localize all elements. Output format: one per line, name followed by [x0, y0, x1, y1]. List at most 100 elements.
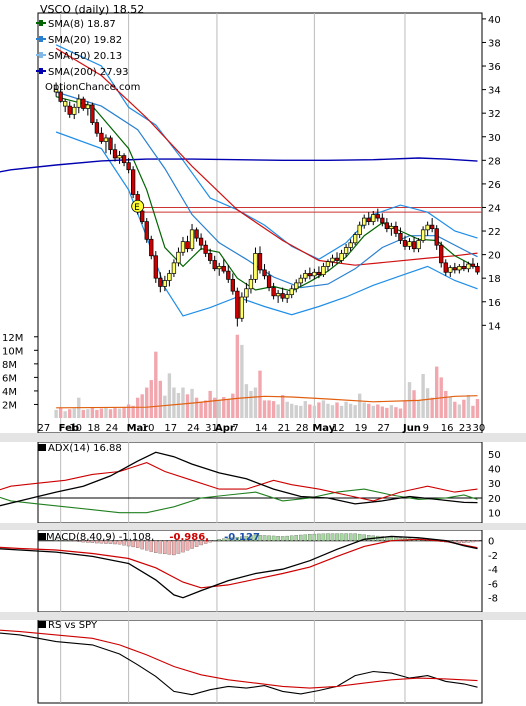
series-layer — [0, 44, 482, 696]
macd-histogram-bar — [144, 540, 149, 551]
macd-histogram-bar — [453, 540, 457, 543]
volume-bar — [108, 409, 113, 418]
candle-body — [375, 214, 380, 219]
volume-bar — [99, 408, 104, 418]
macd-histogram-bar — [167, 540, 172, 555]
volume-bar — [403, 401, 407, 418]
macd-tick-label: -4 — [488, 565, 498, 576]
adx-tick-label: 50 — [488, 450, 501, 461]
candle-body — [294, 282, 299, 290]
macd-histogram-bar — [308, 534, 312, 541]
candle-body — [58, 91, 63, 102]
macd-histogram-bar — [95, 540, 99, 544]
candle-body — [430, 224, 435, 230]
legend-label: SMA(200) 27.93 — [48, 67, 129, 78]
volume-bar — [158, 380, 163, 418]
macd-histogram-bar — [299, 534, 303, 541]
volume-bar — [104, 407, 108, 418]
candle-body — [121, 155, 127, 164]
candle-body — [99, 132, 104, 142]
volume-tick-label: 12M — [2, 333, 23, 344]
macd-histogram-bar — [276, 536, 280, 541]
rs-line — [0, 632, 478, 696]
macd-histogram-bar — [199, 540, 203, 546]
volume-bar — [126, 404, 131, 418]
rs-title: RS vs SPY — [48, 620, 98, 631]
macd-histogram-bar — [262, 535, 267, 541]
candle-body — [321, 266, 326, 275]
macd-histogram-bar — [108, 540, 113, 544]
macd-histogram-bar — [208, 540, 212, 543]
macd-value-label: MACD(8,40,9) -1.108, — [46, 532, 154, 543]
volume-bar — [385, 407, 389, 418]
x-tick-label: 18 — [87, 423, 100, 434]
price-tick-label: 22 — [488, 227, 501, 238]
candle-body — [439, 244, 444, 264]
candle-body — [366, 217, 371, 222]
candle-body — [212, 260, 217, 270]
candle-body — [130, 169, 136, 195]
price-tick-label: 30 — [488, 133, 501, 144]
volume-bar — [398, 408, 403, 418]
panel-divider — [0, 523, 526, 530]
macd-histogram-bar — [99, 540, 104, 544]
x-tick-label: May — [312, 423, 335, 434]
volume-bar — [58, 407, 63, 418]
macd-histogram-bar — [203, 540, 208, 544]
volume-bar — [290, 403, 294, 418]
x-tick-label: 10 — [142, 423, 155, 434]
candle-body — [217, 266, 222, 270]
legend-swatch — [39, 36, 43, 42]
volume-bar — [271, 401, 276, 418]
panel-divider — [0, 612, 526, 620]
adx-line — [0, 451, 478, 507]
volume-bar — [226, 399, 230, 418]
macd-histogram-bar — [231, 537, 235, 541]
macd-histogram-bar — [317, 533, 321, 541]
volume-bar — [294, 405, 298, 418]
legend-label: SMA(20) 19.82 — [48, 35, 122, 46]
x-tick-label: Feb — [59, 423, 79, 434]
candle-body — [398, 233, 403, 241]
legend-swatch — [39, 20, 43, 26]
candle-body — [72, 106, 77, 115]
volume-bar — [444, 390, 448, 418]
candle-body — [389, 225, 394, 230]
volume-bar — [90, 407, 95, 418]
candle-body — [416, 240, 421, 250]
volume-bar — [362, 402, 366, 418]
candle-body — [285, 294, 290, 299]
candle-body — [411, 241, 417, 250]
x-tick-label: Mar — [127, 423, 149, 434]
volume-bar — [185, 394, 190, 418]
volume-bar — [457, 404, 462, 418]
volume-bar — [231, 393, 235, 418]
price-tick-label: 34 — [488, 86, 501, 97]
rs-average-line — [0, 629, 478, 689]
candle-body — [466, 263, 471, 270]
price-tick-label: 26 — [488, 180, 501, 191]
volume-bar — [330, 405, 335, 418]
candle-body — [257, 253, 263, 271]
candle-body — [325, 261, 331, 267]
candle-body — [384, 222, 390, 230]
volume-bar — [122, 407, 126, 418]
volume-bar — [154, 351, 158, 418]
candle-body — [407, 241, 412, 247]
candle-body — [171, 262, 177, 274]
volume-bar — [412, 390, 416, 418]
volume-bar — [371, 405, 375, 418]
volume-bar — [113, 407, 117, 418]
candle-body — [149, 238, 154, 257]
sma200-line — [0, 157, 478, 173]
macd-tick-label: -2 — [488, 551, 498, 562]
macd-histogram-bar — [172, 540, 176, 556]
macd-histogram-bar — [462, 540, 466, 543]
macd-histogram-bar — [425, 540, 430, 542]
volume-bar — [149, 380, 153, 418]
candle-body — [67, 105, 72, 115]
adx-tick-label: 40 — [488, 465, 501, 476]
candle-body — [180, 241, 186, 253]
candle-body — [221, 266, 226, 272]
price-tick-label: 28 — [488, 156, 501, 167]
